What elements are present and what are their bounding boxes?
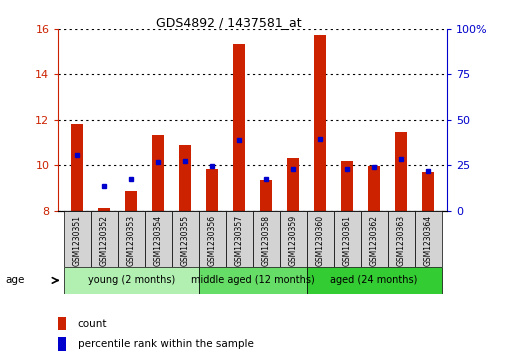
Bar [368,166,380,211]
Text: GSM1230354: GSM1230354 [154,215,163,266]
Bar [98,208,110,211]
Text: GSM1230363: GSM1230363 [397,215,406,266]
Text: young (2 months): young (2 months) [88,276,175,285]
Text: percentile rank within the sample: percentile rank within the sample [78,339,253,349]
Bar [388,211,415,267]
Text: GDS4892 / 1437581_at: GDS4892 / 1437581_at [156,16,301,29]
Bar [172,211,199,267]
Text: GSM1230355: GSM1230355 [181,215,190,266]
Bar [334,211,361,267]
Text: GSM1230351: GSM1230351 [73,215,82,266]
Bar [226,211,253,267]
Bar [314,35,326,211]
Bar [179,145,192,211]
Bar [341,160,353,211]
Bar [422,172,434,211]
Bar [253,211,280,267]
Bar [145,211,172,267]
Text: GSM1230360: GSM1230360 [315,215,325,266]
Text: GSM1230361: GSM1230361 [343,215,352,266]
Bar [233,44,245,211]
Text: count: count [78,319,107,329]
Bar [64,267,199,294]
Bar [307,267,441,294]
Text: middle aged (12 months): middle aged (12 months) [191,276,314,285]
Bar [152,135,165,211]
Text: GSM1230358: GSM1230358 [262,215,271,266]
Bar [260,180,272,211]
Bar [58,317,66,330]
Bar [395,132,407,211]
Text: GSM1230359: GSM1230359 [289,215,298,266]
Text: GSM1230357: GSM1230357 [235,215,244,266]
Text: age: age [5,276,24,285]
Text: GSM1230356: GSM1230356 [208,215,217,266]
Bar [415,211,441,267]
Text: GSM1230364: GSM1230364 [424,215,433,266]
Bar [118,211,145,267]
Bar [361,211,388,267]
Bar [91,211,118,267]
Text: GSM1230362: GSM1230362 [370,215,378,266]
Bar [125,191,137,211]
Bar [64,211,91,267]
Bar [280,211,307,267]
Bar [206,168,218,211]
Text: aged (24 months): aged (24 months) [331,276,418,285]
Bar [199,267,307,294]
Bar [199,211,226,267]
Text: GSM1230353: GSM1230353 [127,215,136,266]
Bar [307,211,334,267]
Bar [287,158,299,211]
Text: GSM1230352: GSM1230352 [100,215,109,266]
Bar [71,124,83,211]
Bar [58,338,66,351]
